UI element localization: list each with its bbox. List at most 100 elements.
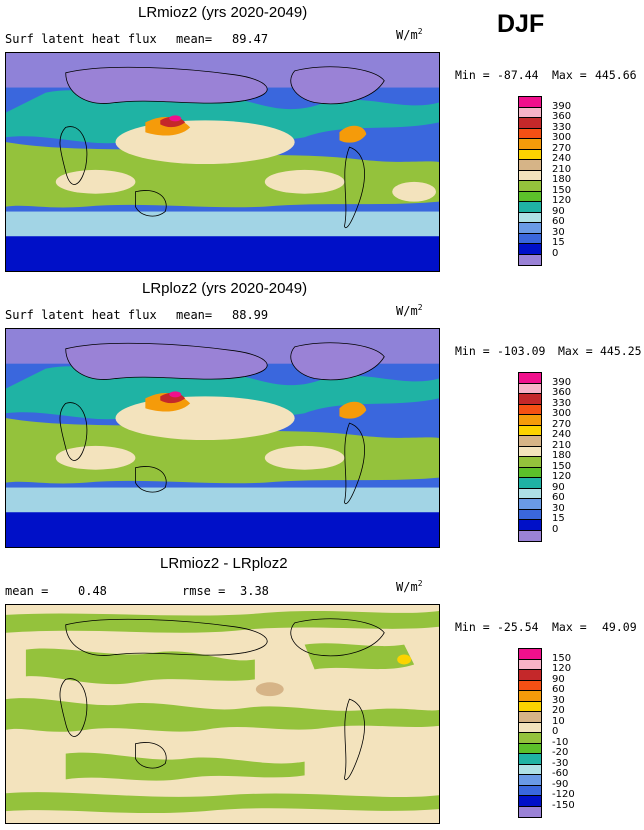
colorbar-level-label: -10 (552, 736, 569, 748)
panel1-min-label: Min = (455, 68, 490, 82)
colorbar-swatch (519, 806, 541, 817)
panel3-colorbar (518, 648, 542, 818)
colorbar-swatch (519, 733, 541, 744)
colorbar-swatch (519, 520, 541, 531)
colorbar-level-label: 360 (552, 111, 572, 122)
colorbar-level-label: -150 (552, 799, 575, 811)
colorbar-level-label: 0 (552, 726, 559, 737)
colorbar-level-label: 390 (552, 100, 572, 112)
colorbar-level-label: 180 (552, 450, 572, 461)
colorbar-swatch (519, 785, 541, 796)
panel3-max-label: Max = (552, 620, 587, 634)
colorbar-level-label: 60 (552, 684, 565, 695)
panel3-rmse-value: 3.38 (240, 584, 269, 598)
colorbar-swatch (519, 764, 541, 775)
colorbar-level-label: 30 (552, 226, 565, 238)
colorbar-swatch (519, 233, 541, 244)
colorbar-swatch (519, 212, 541, 223)
panel3-map (5, 604, 440, 824)
panel2-min-value: -103.09 (497, 344, 546, 358)
colorbar-level-label: -120 (552, 789, 575, 800)
colorbar-swatch (519, 394, 541, 405)
panel1-max-label: Max = (552, 68, 587, 82)
colorbar-swatch (519, 796, 541, 807)
colorbar-level-label: -90 (552, 778, 569, 790)
panel3-map-field (6, 605, 439, 823)
colorbar-level-label: 240 (552, 429, 572, 440)
colorbar-swatch (519, 254, 541, 265)
colorbar-level-label: 150 (552, 184, 572, 196)
panel1-title: LRmioz2 (yrs 2020-2049) (138, 4, 308, 21)
colorbar-level-label: 120 (552, 195, 572, 206)
colorbar-level-label: 270 (552, 142, 572, 154)
colorbar-level-label: 30 (552, 502, 565, 514)
colorbar-swatch (519, 680, 541, 691)
colorbar-swatch (519, 499, 541, 510)
colorbar-swatch (519, 118, 541, 129)
panel2-units: W/m2 (396, 303, 423, 318)
colorbar-swatch (519, 754, 541, 765)
colorbar-level-label: -20 (552, 747, 569, 758)
colorbar-swatch (519, 170, 541, 181)
colorbar-swatch (519, 467, 541, 478)
panel3-mean-label: mean = (5, 584, 49, 598)
colorbar-swatch (519, 712, 541, 723)
colorbar-swatch (519, 691, 541, 702)
colorbar-level-label: 300 (552, 408, 572, 419)
colorbar-level-label: 390 (552, 376, 572, 388)
colorbar-swatch (519, 446, 541, 457)
panel2-min-label: Min = (455, 344, 490, 358)
panel2-variable-label: Surf latent heat flux (5, 308, 157, 322)
colorbar-swatch (519, 244, 541, 255)
colorbar-level-label: 330 (552, 121, 572, 133)
colorbar-level-label: 120 (552, 471, 572, 482)
panel2-colorbar (518, 372, 542, 542)
colorbar-level-label: 0 (552, 523, 559, 535)
colorbar-level-label: 60 (552, 492, 565, 503)
colorbar-swatch (519, 775, 541, 786)
panel2-mean-value: 88.99 (232, 308, 269, 322)
season-label: DJF (497, 10, 545, 38)
colorbar-level-label: 90 (552, 205, 565, 217)
panel1-units: W/m2 (396, 27, 423, 42)
colorbar-swatch (519, 202, 541, 213)
colorbar-level-label: 300 (552, 132, 572, 143)
colorbar-level-label: 60 (552, 216, 565, 227)
colorbar-level-label: 30 (552, 694, 565, 706)
colorbar-swatch (519, 107, 541, 118)
colorbar-swatch (519, 97, 541, 108)
panel3-rmse-label: rmse = (182, 584, 226, 598)
panel1-max-value: 445.66 (595, 68, 637, 82)
colorbar-swatch (519, 530, 541, 541)
panel2-title: LRploz2 (yrs 2020-2049) (142, 280, 308, 297)
colorbar-swatch (519, 415, 541, 426)
colorbar-level-label: 0 (552, 247, 559, 259)
colorbar-level-label: 210 (552, 439, 572, 451)
colorbar-swatch (519, 181, 541, 192)
colorbar-swatch (519, 722, 541, 733)
panel1-mean-label: mean= (176, 32, 213, 46)
colorbar-level-label: -30 (552, 757, 569, 769)
colorbar-level-label: 15 (552, 237, 565, 248)
colorbar-level-label: 180 (552, 174, 572, 185)
colorbar-level-label: 150 (552, 652, 572, 664)
panel1-min-value: -87.44 (497, 68, 539, 82)
colorbar-level-label: 240 (552, 153, 572, 164)
panel1-map (5, 52, 440, 272)
panel2-map-field (6, 329, 439, 547)
colorbar-level-label: 270 (552, 418, 572, 430)
colorbar-swatch (519, 436, 541, 447)
panel3-min-label: Min = (455, 620, 490, 634)
colorbar-level-label: 150 (552, 460, 572, 472)
colorbar-swatch (519, 670, 541, 681)
colorbar-swatch (519, 223, 541, 234)
panel3-title: LRmioz2 - LRploz2 (160, 555, 288, 572)
panel1-colorbar (518, 96, 542, 266)
panel3-min-value: -25.54 (497, 620, 539, 634)
panel3-units: W/m2 (396, 579, 423, 594)
panel2-mean-label: mean= (176, 308, 213, 322)
colorbar-level-label: 20 (552, 705, 565, 716)
colorbar-level-label: 10 (552, 715, 565, 727)
colorbar-level-label: 210 (552, 163, 572, 175)
panel3-max-value: 49.09 (602, 620, 637, 634)
